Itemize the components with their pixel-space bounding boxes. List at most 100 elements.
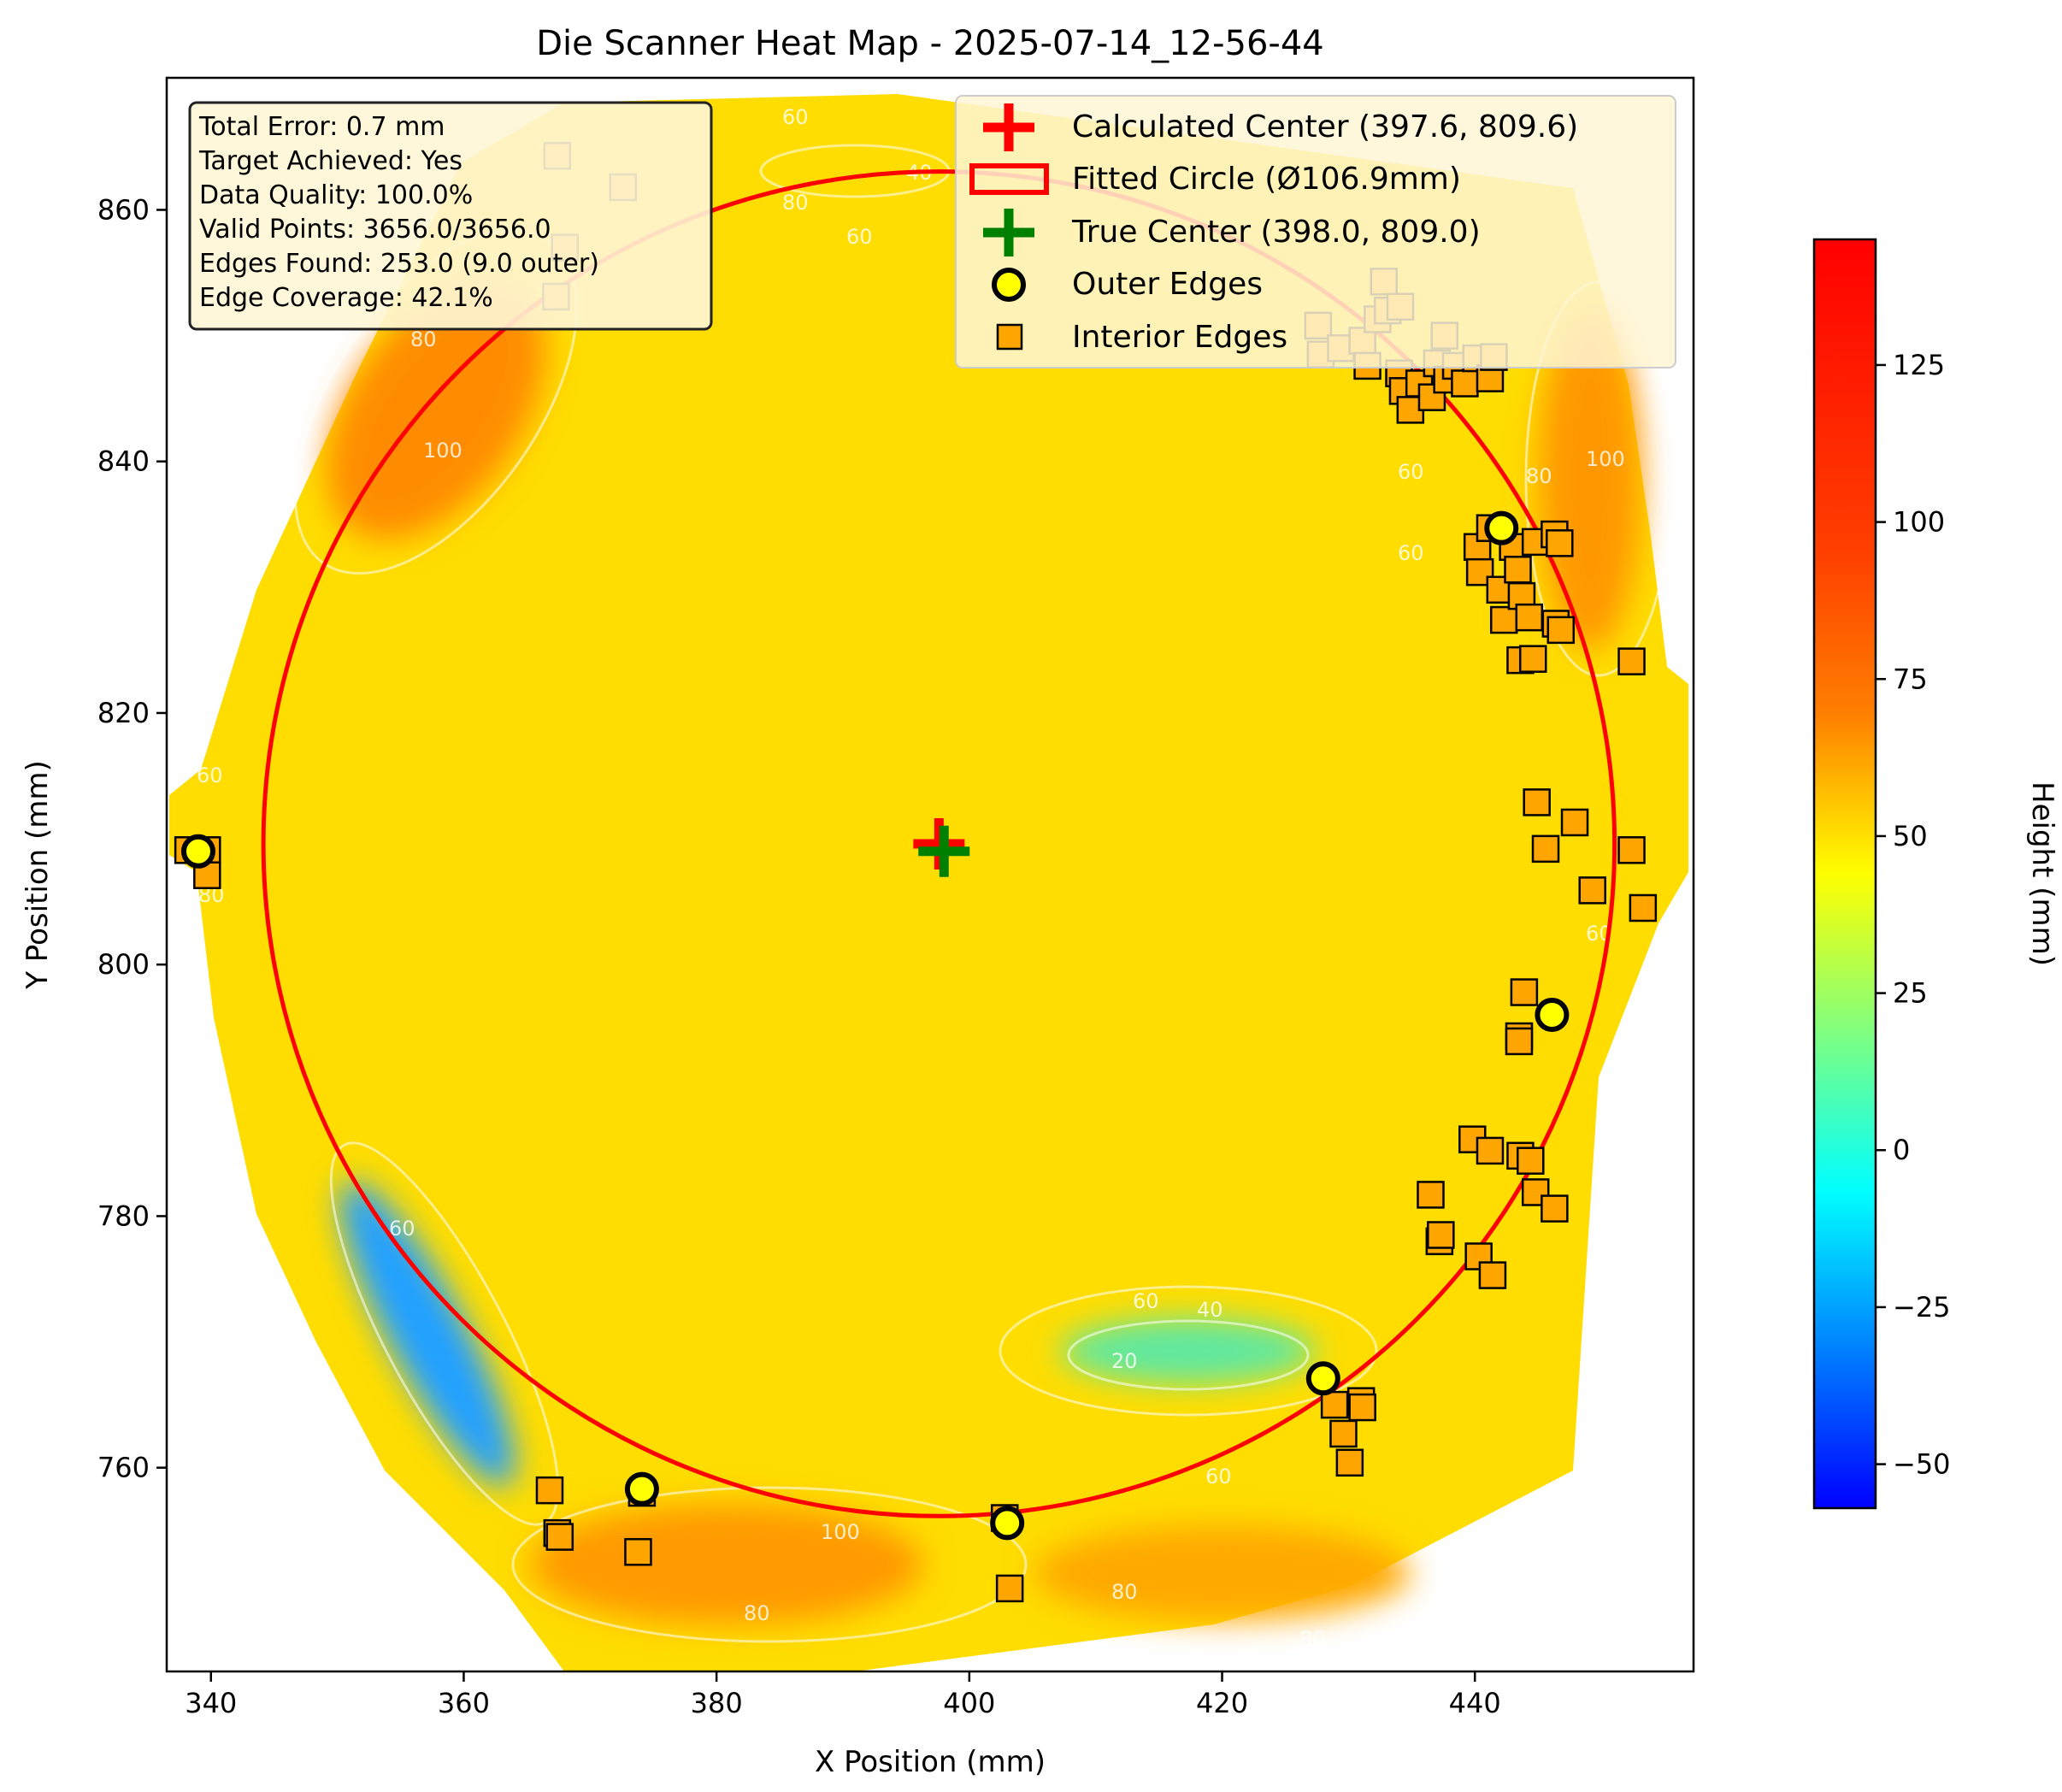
colorbar-tick-label: 75: [1893, 663, 1928, 695]
low-region-center-bottom: [1060, 1318, 1317, 1383]
legend-background: [955, 95, 1676, 368]
contour-label: 60: [197, 763, 223, 787]
interior-edge-point: [1320, 1390, 1349, 1419]
interior-edge-point: [1510, 978, 1539, 1006]
legend: Calculated Center (397.6, 809.6) Fitted …: [955, 95, 1676, 368]
outer-edge-point: [624, 1471, 659, 1506]
contour-label: 80: [1111, 1580, 1138, 1604]
contour-label: 60: [1205, 1465, 1232, 1488]
interior-edge-point: [1560, 808, 1589, 837]
interior-edge-point: [1523, 788, 1551, 816]
contour-label: 80: [1299, 1627, 1326, 1651]
colorbar-tick-label: 50: [1893, 820, 1928, 852]
contour-label: 20: [1111, 1349, 1138, 1373]
contour-label: 60: [389, 1217, 415, 1241]
interior-edge-point: [1478, 1261, 1507, 1289]
colorbar-tick-label: 0: [1893, 1134, 1910, 1166]
interior-edge-point: [1541, 1194, 1569, 1223]
contour-label: 80: [744, 1601, 770, 1625]
stats-line: Edges Found: 253.0 (9.0 outer): [199, 249, 599, 279]
y-tick-label: 760: [97, 1452, 150, 1484]
legend-label-outer-edges: Outer Edges: [1072, 267, 1263, 302]
interior-edge-point: [1464, 1242, 1493, 1270]
low-region-left-edge: [340, 1182, 515, 1486]
interior-edge-point: [995, 1574, 1024, 1603]
legend-label-interior-edges: Interior Edges: [1072, 320, 1287, 355]
colorbar-label: Height (mm): [2025, 781, 2059, 966]
legend-label-calculated-center: Calculated Center (397.6, 809.6): [1072, 109, 1578, 144]
y-tick-label: 820: [97, 697, 150, 729]
legend-true-center-marker: [983, 209, 1034, 256]
contour-label: 100: [1586, 447, 1625, 471]
y-axis-label: Y Position (mm): [21, 760, 55, 990]
interior-edge-point: [1617, 647, 1646, 675]
interior-edge-point: [1417, 1181, 1445, 1209]
x-tick-label: 400: [943, 1687, 995, 1719]
outer-edge-point: [1535, 998, 1570, 1033]
stats-box: Total Error: 0.7 mm Target Achieved: Yes…: [188, 101, 713, 331]
contour-label: 60: [782, 105, 809, 129]
legend-label-true-center: True Center (398.0, 809.0): [1071, 215, 1481, 250]
contour-label: 100: [821, 1520, 860, 1544]
outer-edge-point: [1484, 510, 1519, 545]
contour-label: 40: [1197, 1298, 1223, 1322]
high-region-right: [1539, 308, 1641, 650]
centers-layer: [913, 817, 970, 877]
legend-calculated-center-marker: [983, 103, 1034, 151]
calculated-center-marker: [913, 817, 965, 869]
contour-label: 60: [846, 225, 873, 249]
legend-outer-edges-marker: [992, 268, 1026, 302]
interior-edge-point: [1515, 603, 1544, 632]
interior-edge-point: [1348, 1393, 1376, 1422]
interior-edge-point: [1518, 645, 1547, 673]
interior-edge-point: [1531, 834, 1560, 864]
interior-edge-point: [1476, 1136, 1505, 1165]
interior-edge-point: [1335, 1448, 1364, 1477]
outer-edge-point: [990, 1506, 1025, 1541]
scan-region: [169, 94, 1688, 1671]
outer-edge-point: [180, 834, 215, 869]
colorbar-tick-label: −25: [1893, 1291, 1951, 1323]
high-region-bottom-right: [1034, 1526, 1411, 1620]
interior-edge-point: [1427, 1221, 1455, 1249]
high-region-bottom-left: [530, 1505, 923, 1624]
y-tick-label: 780: [97, 1200, 150, 1232]
x-axis: 340 360 380 400 420 440: [185, 1671, 1501, 1719]
interior-edge-point: [624, 1537, 652, 1566]
contour-label: 80: [782, 191, 809, 215]
colorbar-tick-label: −50: [1893, 1448, 1951, 1481]
y-tick-label: 800: [97, 948, 150, 981]
interior-edge-point: [1489, 605, 1518, 634]
outer-edge-point: [1305, 1361, 1340, 1396]
interior-edge-point: [1451, 369, 1479, 398]
legend-fitted-circle-marker: [969, 163, 1049, 195]
y-axis: 760 780 800 820 840 860: [97, 193, 167, 1484]
interior-edge-point: [1546, 616, 1576, 645]
interior-edge-point: [1505, 1027, 1534, 1056]
colorbar-tick-label: 125: [1893, 349, 1945, 381]
legend-interior-edges-marker: [996, 323, 1023, 351]
stats-line: Edge Coverage: 42.1%: [199, 283, 493, 313]
stats-box-background: [188, 101, 713, 331]
colorbar: −50 −25 0 25 50 75 100 125 Height (mm): [1812, 238, 2059, 1510]
interior-edge-point: [1329, 1419, 1358, 1448]
interior-edge-point: [535, 1476, 564, 1505]
interior-edge-point: [1504, 555, 1532, 584]
y-tick-label: 860: [97, 193, 150, 226]
contour-label: 100: [423, 439, 462, 463]
x-tick-label: 380: [691, 1687, 743, 1719]
colorbar-ticks: −50 −25 0 25 50 75 100 125: [1876, 349, 1951, 1481]
contour-label: 80: [1526, 464, 1552, 488]
x-tick-label: 420: [1196, 1687, 1248, 1719]
high-region-top-left: [327, 281, 545, 539]
contour-label: 60: [1398, 541, 1424, 565]
true-center-marker: [918, 825, 970, 877]
colorbar-tick-label: 25: [1893, 977, 1928, 1010]
interior-edge-point: [1617, 836, 1646, 864]
interior-edge-point: [1578, 876, 1606, 905]
colorbar-gradient: [1812, 238, 1877, 1510]
stats-line: Total Error: 0.7 mm: [198, 112, 445, 142]
x-tick-label: 440: [1449, 1687, 1501, 1719]
colorbar-tick-label: 100: [1893, 506, 1945, 539]
